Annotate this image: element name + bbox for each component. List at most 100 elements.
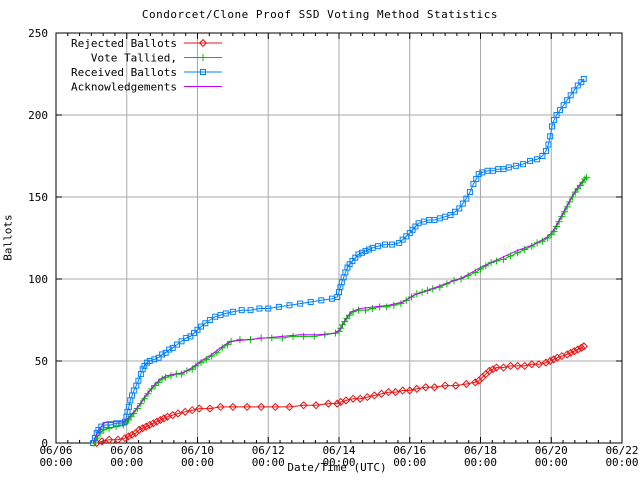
diamond-marker [520, 361, 529, 371]
y-tick-label: 100 [28, 273, 48, 286]
diamond-marker [421, 383, 430, 392]
plus-marker [236, 336, 244, 344]
square-marker [159, 351, 166, 358]
y-tick-label: 200 [28, 109, 48, 122]
diamond-marker [398, 386, 407, 395]
diamond-marker [181, 407, 190, 416]
diamond-marker [311, 401, 321, 410]
diamond-marker [570, 347, 579, 356]
diamond-marker [441, 381, 450, 390]
diamond-marker [384, 388, 393, 397]
diamond-marker [430, 383, 439, 392]
x-tick-date: 06/18 [464, 444, 497, 457]
square-marker [183, 335, 190, 342]
square-marker [297, 300, 304, 307]
diamond-marker [485, 366, 494, 375]
square-marker [200, 69, 206, 75]
square-marker [362, 248, 369, 255]
square-marker [403, 233, 410, 240]
square-marker [542, 148, 549, 155]
diamond-marker [333, 399, 342, 408]
plus-marker [105, 424, 113, 432]
square-marker [463, 195, 470, 202]
diamond-marker [563, 350, 572, 359]
square-marker [358, 249, 365, 256]
series-line [96, 345, 585, 444]
plus-marker [346, 311, 354, 319]
square-marker [519, 161, 526, 168]
square-marker [166, 346, 173, 353]
square-marker [169, 344, 176, 351]
y-tick-labels: 0 50 100 150 200 250 [28, 27, 48, 450]
square-marker [178, 338, 185, 345]
plus-marker [151, 382, 159, 390]
square-marker [222, 310, 229, 317]
square-marker [571, 87, 578, 94]
series-line [93, 176, 587, 444]
x-tick-date: 06/08 [110, 444, 143, 457]
square-marker [534, 156, 541, 163]
legend-label: Rejected Ballots [71, 37, 177, 50]
series-acknowledgements [93, 178, 586, 444]
plus-marker [178, 370, 186, 378]
plus-marker [383, 303, 391, 311]
square-marker [256, 305, 263, 312]
square-marker [512, 162, 519, 169]
x-tick-date: 06/20 [535, 444, 568, 457]
square-marker [135, 377, 142, 384]
x-tick-date: 06/22 [605, 444, 638, 457]
square-marker [352, 254, 359, 261]
legend-label: Acknowledgements [71, 81, 177, 94]
square-marker [318, 297, 325, 304]
plus-marker [133, 405, 141, 413]
square-marker [574, 82, 581, 89]
diamond-marker [488, 365, 497, 374]
diamond-marker [299, 401, 308, 410]
x-tick-date: 06/16 [393, 444, 426, 457]
diamond-marker [377, 389, 386, 398]
diamond-marker [156, 415, 165, 425]
square-marker [247, 307, 254, 314]
diamond-marker [188, 406, 197, 415]
square-marker [452, 208, 459, 215]
square-marker [399, 236, 406, 243]
x-tick-date: 06/14 [322, 444, 355, 457]
square-marker [389, 241, 396, 248]
plus-marker [583, 173, 591, 181]
square-marker [194, 326, 201, 333]
x-tick-time: 00:00 [39, 456, 72, 469]
square-marker [560, 102, 567, 109]
series-received-ballots [90, 75, 587, 446]
square-marker [475, 171, 482, 178]
diamond-marker [356, 394, 365, 403]
diamond-marker [138, 424, 147, 433]
square-marker [286, 302, 293, 309]
series-rejected-ballots [92, 342, 588, 448]
x-tick-time: 00:00 [181, 456, 214, 469]
plus-marker [566, 198, 574, 206]
series-line [92, 78, 585, 444]
square-marker [466, 189, 473, 196]
plus-marker [555, 218, 563, 226]
square-marker [307, 298, 314, 305]
square-marker [553, 112, 560, 118]
y-tick-label: 150 [28, 191, 48, 204]
plus-marker [390, 301, 398, 309]
diamond-marker [198, 38, 208, 48]
diamond-marker [349, 394, 358, 403]
diamond-marker [566, 348, 575, 357]
diamond-marker [527, 360, 536, 369]
square-marker [580, 75, 587, 82]
square-marker [545, 141, 552, 148]
legend-item-rejected-ballots: Rejected Ballots [71, 37, 222, 50]
square-marker [366, 246, 373, 253]
diamond-marker [152, 417, 161, 426]
square-marker [190, 330, 197, 337]
x-tick-time: 00:00 [605, 456, 638, 469]
square-marker [125, 403, 132, 410]
square-marker [98, 423, 105, 430]
diamond-marker [577, 343, 586, 352]
diamond-marker [391, 388, 400, 397]
x-tick-date: 06/06 [39, 444, 72, 457]
diamond-marker [195, 404, 204, 413]
